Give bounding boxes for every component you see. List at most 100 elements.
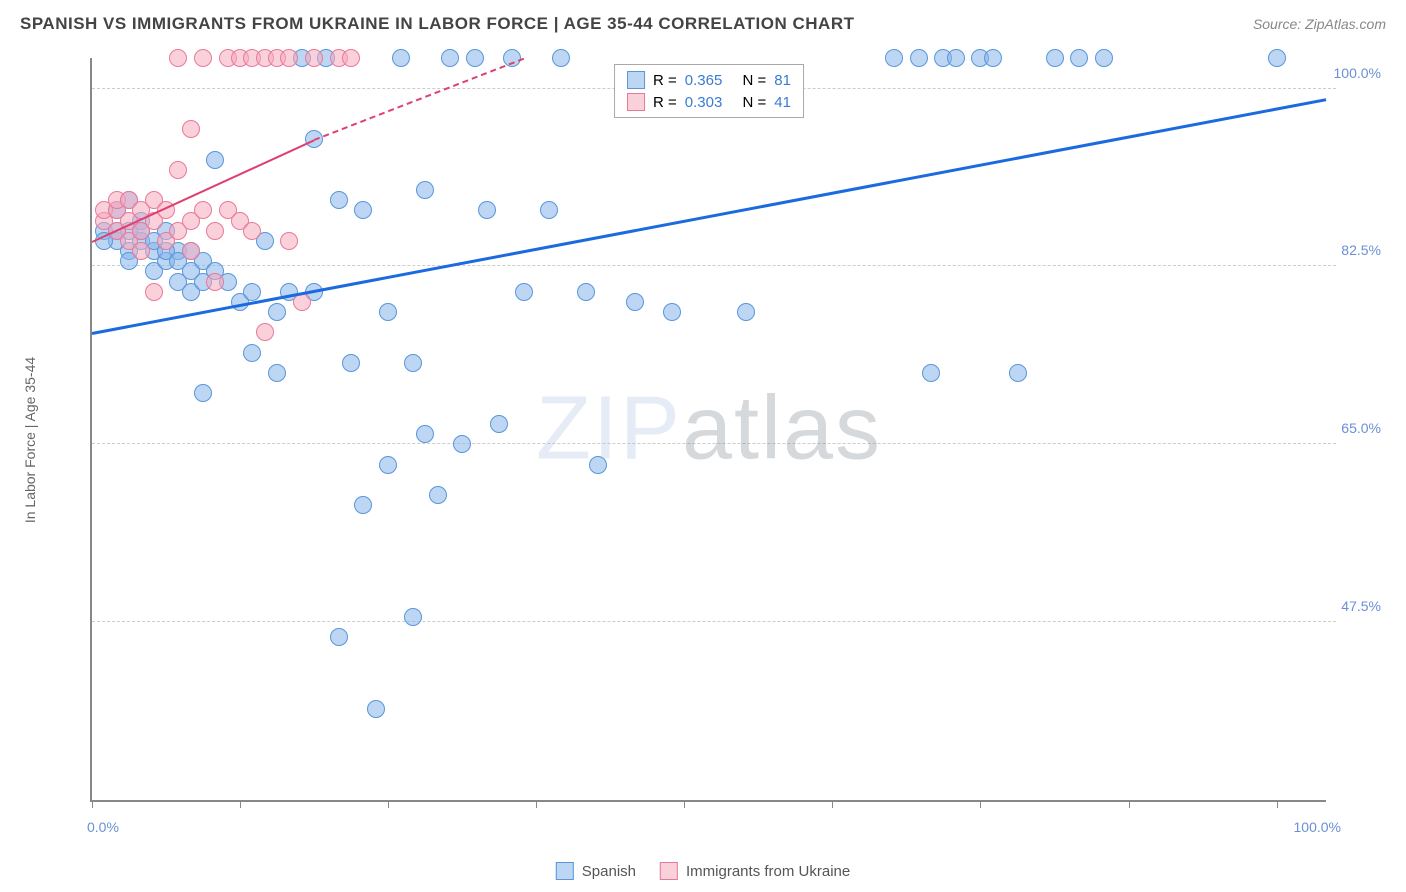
page-title: SPANISH VS IMMIGRANTS FROM UKRAINE IN LA… xyxy=(20,14,854,34)
data-point xyxy=(416,181,434,199)
r-label: R = xyxy=(653,72,677,89)
watermark: ZIPatlas xyxy=(536,378,882,481)
legend-series: Spanish Immigrants from Ukraine xyxy=(556,862,850,880)
data-point xyxy=(626,293,644,311)
legend-item-spanish: Spanish xyxy=(556,862,636,880)
x-label-max: 100.0% xyxy=(1294,819,1341,835)
data-point xyxy=(243,222,261,240)
x-tick xyxy=(240,800,241,808)
x-tick xyxy=(684,800,685,808)
data-point xyxy=(354,496,372,514)
y-tick-label: 82.5% xyxy=(1341,242,1381,258)
data-point xyxy=(280,49,298,67)
data-point xyxy=(540,201,558,219)
r-value-spanish: 0.365 xyxy=(685,72,723,89)
data-point xyxy=(330,191,348,209)
data-point xyxy=(354,201,372,219)
r-value-ukraine: 0.303 xyxy=(685,94,723,111)
legend-stats: R = 0.365 N = 81 R = 0.303 N = 41 xyxy=(614,64,804,118)
x-tick xyxy=(980,800,981,808)
data-point xyxy=(132,242,150,260)
legend-swatch-spanish xyxy=(556,862,574,880)
data-point xyxy=(194,49,212,67)
n-label: N = xyxy=(743,72,767,89)
data-point xyxy=(1009,364,1027,382)
y-tick-label: 47.5% xyxy=(1341,598,1381,614)
trend-line xyxy=(314,58,524,141)
x-tick xyxy=(92,800,93,808)
data-point xyxy=(984,49,1002,67)
watermark-suffix: atlas xyxy=(682,379,882,479)
data-point xyxy=(169,49,187,67)
data-point xyxy=(922,364,940,382)
data-point xyxy=(145,283,163,301)
data-point xyxy=(392,49,410,67)
data-point xyxy=(280,232,298,250)
data-point xyxy=(379,303,397,321)
data-point xyxy=(206,222,224,240)
x-label-min: 0.0% xyxy=(87,819,119,835)
data-point xyxy=(1046,49,1064,67)
data-point xyxy=(305,49,323,67)
gridline xyxy=(92,443,1336,444)
data-point xyxy=(515,283,533,301)
data-point xyxy=(453,435,471,453)
trend-line xyxy=(92,99,1327,336)
data-point xyxy=(182,242,200,260)
y-tick-label: 100.0% xyxy=(1334,65,1381,81)
gridline xyxy=(92,621,1336,622)
data-point xyxy=(243,344,261,362)
data-point xyxy=(367,700,385,718)
data-point xyxy=(416,425,434,443)
data-point xyxy=(194,384,212,402)
data-point xyxy=(577,283,595,301)
data-point xyxy=(330,628,348,646)
data-point xyxy=(1268,49,1286,67)
data-point xyxy=(910,49,928,67)
data-point xyxy=(206,151,224,169)
x-tick xyxy=(1129,800,1130,808)
data-point xyxy=(478,201,496,219)
data-point xyxy=(490,415,508,433)
data-point xyxy=(342,354,360,372)
data-point xyxy=(169,161,187,179)
r-label: R = xyxy=(653,94,677,111)
n-label: N = xyxy=(743,94,767,111)
n-value-spanish: 81 xyxy=(774,72,791,89)
data-point xyxy=(1070,49,1088,67)
data-point xyxy=(466,49,484,67)
data-point xyxy=(947,49,965,67)
correlation-chart: In Labor Force | Age 35-44 ZIPatlas R = … xyxy=(40,48,1386,832)
data-point xyxy=(1095,49,1113,67)
data-point xyxy=(268,303,286,321)
x-tick xyxy=(832,800,833,808)
legend-swatch-ukraine xyxy=(627,93,645,111)
data-point xyxy=(379,456,397,474)
source-attribution: Source: ZipAtlas.com xyxy=(1253,16,1386,32)
legend-stats-row: R = 0.365 N = 81 xyxy=(627,69,791,91)
legend-label-spanish: Spanish xyxy=(582,863,636,880)
gridline xyxy=(92,265,1336,266)
y-axis-label: In Labor Force | Age 35-44 xyxy=(22,357,38,523)
data-point xyxy=(552,49,570,67)
data-point xyxy=(404,354,422,372)
n-value-ukraine: 41 xyxy=(774,94,791,111)
data-point xyxy=(589,456,607,474)
data-point xyxy=(885,49,903,67)
x-tick xyxy=(1277,800,1278,808)
header: SPANISH VS IMMIGRANTS FROM UKRAINE IN LA… xyxy=(0,0,1406,48)
x-tick xyxy=(388,800,389,808)
watermark-prefix: ZIP xyxy=(536,379,682,479)
data-point xyxy=(243,283,261,301)
legend-label-ukraine: Immigrants from Ukraine xyxy=(686,863,850,880)
data-point xyxy=(663,303,681,321)
data-point xyxy=(441,49,459,67)
data-point xyxy=(182,120,200,138)
data-point xyxy=(404,608,422,626)
legend-stats-row: R = 0.303 N = 41 xyxy=(627,91,791,113)
data-point xyxy=(737,303,755,321)
y-tick-label: 65.0% xyxy=(1341,420,1381,436)
plot-area: ZIPatlas R = 0.365 N = 81 R = 0.303 N = … xyxy=(90,58,1326,802)
data-point xyxy=(429,486,447,504)
data-point xyxy=(206,273,224,291)
